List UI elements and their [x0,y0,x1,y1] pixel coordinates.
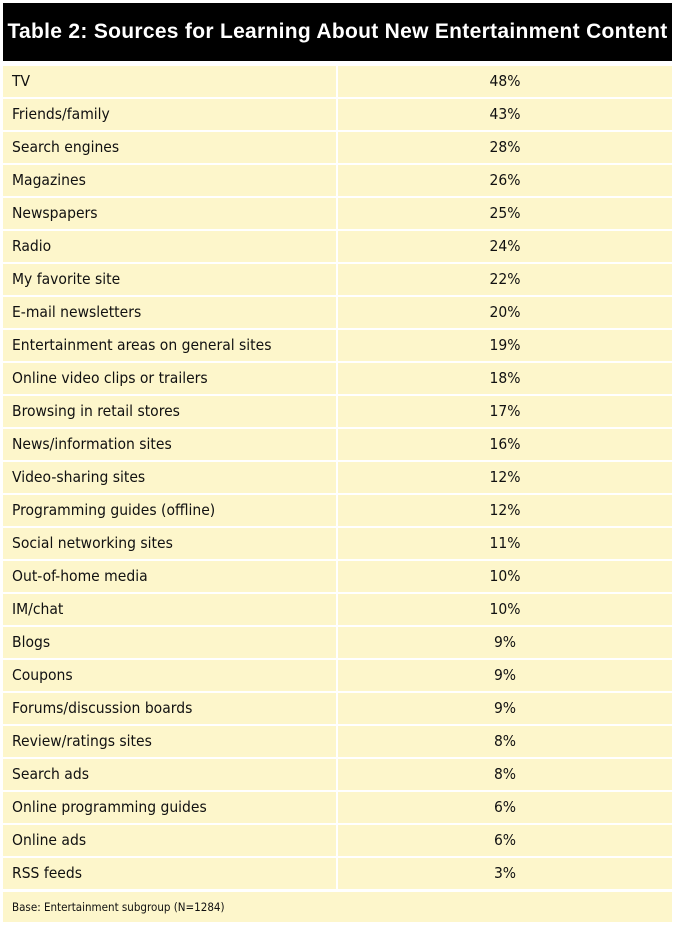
row-value: 16% [338,429,672,460]
row-value: 20% [338,297,672,328]
row-label: Programming guides (offline) [3,495,336,526]
row-value: 18% [338,363,672,394]
row-value: 12% [338,462,672,493]
row-value: 6% [338,825,672,856]
row-label: Video-sharing sites [3,462,336,493]
row-label: Out-of-home media [3,561,336,592]
table-row: News/information sites 16% [3,429,672,460]
table-row: Online programming guides 6% [3,792,672,823]
table-row: Search engines 28% [3,132,672,163]
row-label: Coupons [3,660,336,691]
row-value: 17% [338,396,672,427]
table-row: Out-of-home media 10% [3,561,672,592]
table-row: RSS feeds 3% [3,858,672,889]
row-label: Review/ratings sites [3,726,336,757]
row-label: Browsing in retail stores [3,396,336,427]
table-row: Entertainment areas on general sites 19% [3,330,672,361]
row-label: My favorite site [3,264,336,295]
table-row: Video-sharing sites 12% [3,462,672,493]
table-row: Friends/family 43% [3,99,672,130]
row-value: 6% [338,792,672,823]
table-row: My favorite site 22% [3,264,672,295]
table-row: Review/ratings sites 8% [3,726,672,757]
row-value: 26% [338,165,672,196]
table-row: Social networking sites 11% [3,528,672,559]
row-label: Blogs [3,627,336,658]
row-label: RSS feeds [3,858,336,889]
table-row: Radio 24% [3,231,672,262]
row-label: Online ads [3,825,336,856]
row-label: Friends/family [3,99,336,130]
row-label: Magazines [3,165,336,196]
row-value: 12% [338,495,672,526]
row-value: 8% [338,759,672,790]
row-label: Social networking sites [3,528,336,559]
table-row: Forums/discussion boards 9% [3,693,672,724]
row-value: 10% [338,594,672,625]
row-label: Newspapers [3,198,336,229]
row-label: E-mail newsletters [3,297,336,328]
row-label: Online programming guides [3,792,336,823]
row-value: 48% [338,66,672,97]
row-label: Forums/discussion boards [3,693,336,724]
row-label: Search ads [3,759,336,790]
table-row: Newspapers 25% [3,198,672,229]
table-row: IM/chat 10% [3,594,672,625]
table-title: Table 2: Sources for Learning About New … [3,3,672,61]
table-row: Blogs 9% [3,627,672,658]
row-value: 9% [338,693,672,724]
row-value: 3% [338,858,672,889]
table-row: Magazines 26% [3,165,672,196]
row-value: 10% [338,561,672,592]
table-row: E-mail newsletters 20% [3,297,672,328]
row-label: Entertainment areas on general sites [3,330,336,361]
table-footnote: Base: Entertainment subgroup (N=1284) [3,892,672,922]
row-value: 8% [338,726,672,757]
row-value: 11% [338,528,672,559]
row-value: 9% [338,627,672,658]
row-value: 28% [338,132,672,163]
row-label: Radio [3,231,336,262]
row-label: Search engines [3,132,336,163]
row-value: 25% [338,198,672,229]
table-row: Browsing in retail stores 17% [3,396,672,427]
table-row: Programming guides (offline) 12% [3,495,672,526]
row-label: IM/chat [3,594,336,625]
table-row: Online video clips or trailers 18% [3,363,672,394]
row-value: 9% [338,660,672,691]
row-value: 22% [338,264,672,295]
table-row: Coupons 9% [3,660,672,691]
row-value: 19% [338,330,672,361]
row-label: TV [3,66,336,97]
row-value: 24% [338,231,672,262]
row-label: Online video clips or trailers [3,363,336,394]
table-row: TV 48% [3,66,672,97]
table-body: TV 48% Friends/family 43% Search engines 28% M… [3,66,672,891]
table-row: Online ads 6% [3,825,672,856]
table-row: Search ads 8% [3,759,672,790]
row-value: 43% [338,99,672,130]
row-label: News/information sites [3,429,336,460]
